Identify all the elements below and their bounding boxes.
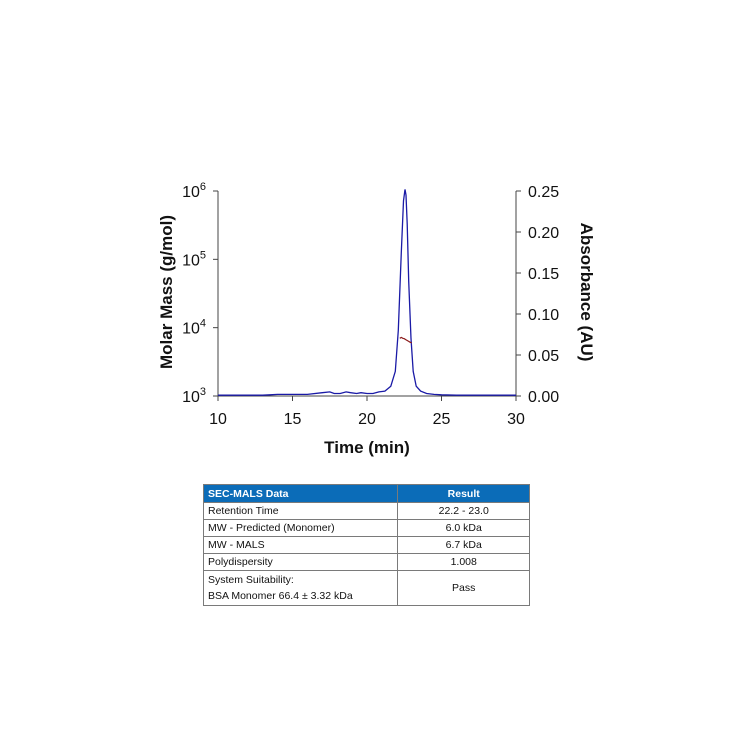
right-tick-label: 0.00 xyxy=(528,389,559,406)
sec-mals-chart: Time (min) Molar Mass (g/mol) Absorbance… xyxy=(157,181,596,457)
left-tick-label: 105 xyxy=(182,249,206,269)
suitability-value: Pass xyxy=(397,570,530,606)
row-value: 6.0 kDa xyxy=(397,519,530,537)
row-label: MW - MALS xyxy=(202,536,399,554)
x-tick-label: 10 xyxy=(209,411,227,428)
table-row: Polydispersity 1.008 xyxy=(202,553,530,571)
row-label: MW - Predicted (Monomer) xyxy=(202,519,399,537)
table-row: MW - Predicted (Monomer) 6.0 kDa xyxy=(202,519,530,537)
right-tick-label: 0.25 xyxy=(528,184,559,201)
sec-mals-results-table: SEC-MALS Data Result Retention Time 22.2… xyxy=(202,484,530,606)
header-result: Result xyxy=(397,484,530,503)
x-tick-label: 15 xyxy=(284,411,302,428)
right-tick-label: 0.05 xyxy=(528,348,559,365)
left-axis-title: Molar Mass (g/mol) xyxy=(157,215,176,369)
x-tick-label: 25 xyxy=(433,411,451,428)
left-tick-label: 103 xyxy=(182,386,206,406)
x-tick-label: 30 xyxy=(507,411,525,428)
table-row: System Suitability: BSA Monomer 66.4 ± 3… xyxy=(202,570,530,606)
molar-mass-series-line xyxy=(399,336,412,344)
table-row: MW - MALS 6.7 kDa xyxy=(202,536,530,554)
x-tick-label: 20 xyxy=(358,411,376,428)
suitability-label: System Suitability: BSA Monomer 66.4 ± 3… xyxy=(202,570,399,606)
header-sec-mals-data: SEC-MALS Data xyxy=(202,484,399,503)
table-header-row: SEC-MALS Data Result xyxy=(202,484,530,503)
right-tick-label: 0.20 xyxy=(528,225,559,242)
chart-canvas: Time (min) Molar Mass (g/mol) Absorbance… xyxy=(157,181,596,457)
table-row: Retention Time 22.2 - 23.0 xyxy=(202,502,530,520)
row-label: Polydispersity xyxy=(202,553,399,571)
right-tick-label: 0.10 xyxy=(528,307,559,324)
suitability-line-2: BSA Monomer 66.4 ± 3.32 kDa xyxy=(208,590,353,602)
row-value: 6.7 kDa xyxy=(397,536,530,554)
row-value: 1.008 xyxy=(397,553,530,571)
right-tick-label: 0.15 xyxy=(528,266,559,283)
right-axis-title: Absorbance (AU) xyxy=(577,223,596,362)
x-axis-title: Time (min) xyxy=(324,438,410,457)
absorbance-series-line xyxy=(218,189,516,396)
left-tick-label: 106 xyxy=(182,181,206,201)
left-tick-label: 104 xyxy=(182,318,206,338)
row-label: Retention Time xyxy=(202,502,399,520)
suitability-line-1: System Suitability: xyxy=(208,574,294,586)
row-value: 22.2 - 23.0 xyxy=(397,502,530,520)
